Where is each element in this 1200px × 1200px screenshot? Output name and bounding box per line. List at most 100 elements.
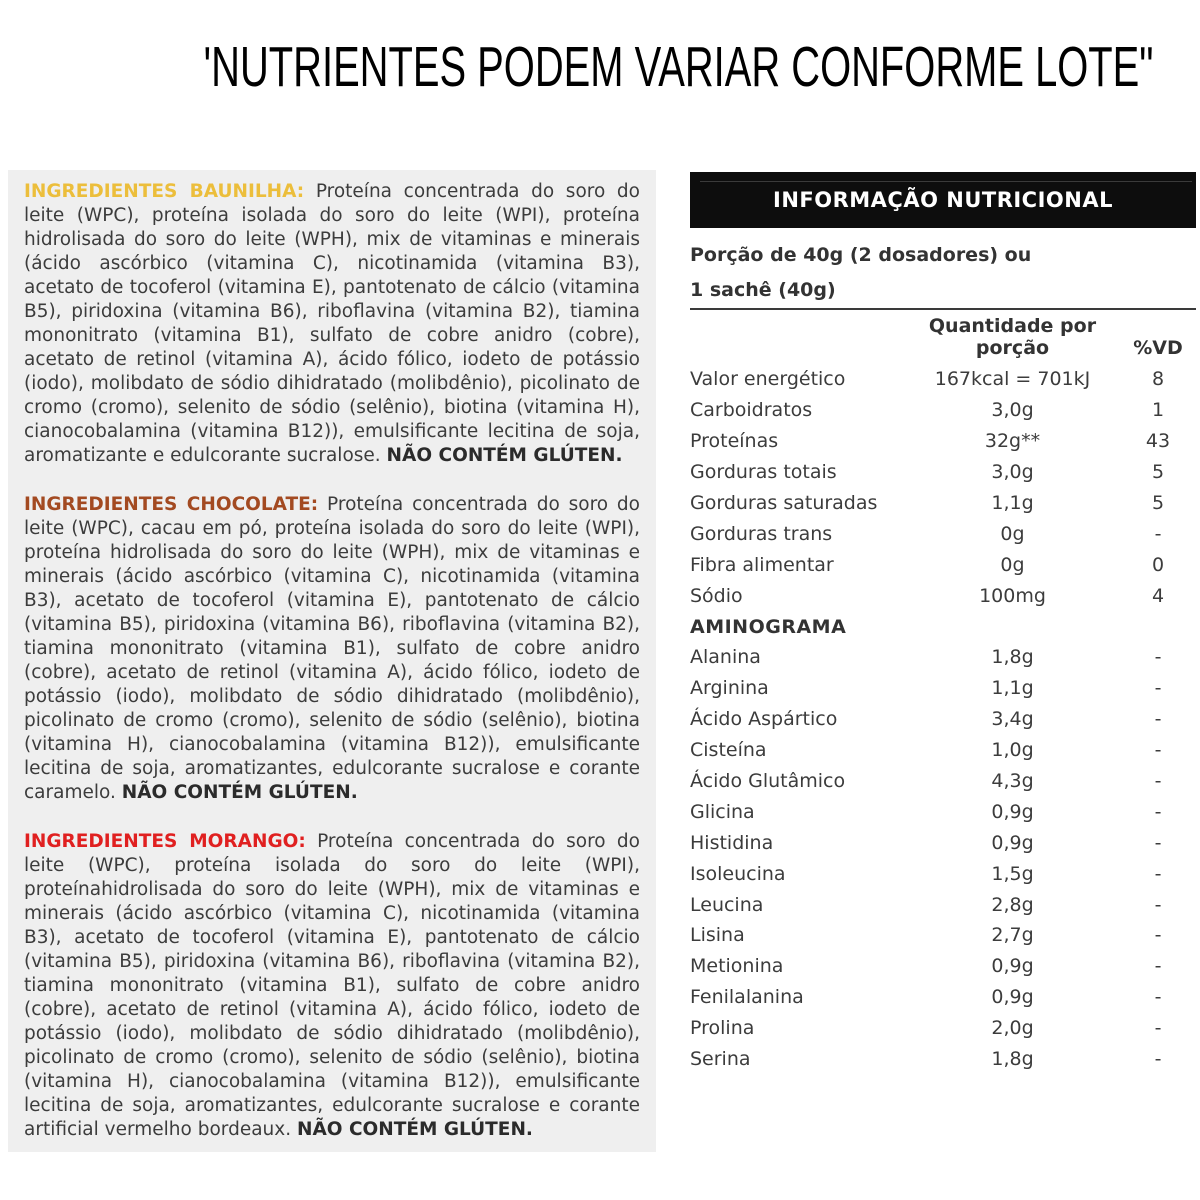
nutrition-cell-label: Valor energético: [690, 368, 846, 391]
nutrition-cell-label: Proteínas: [690, 430, 779, 453]
nutrition-cell-vd: 43: [1145, 430, 1171, 453]
nutrition-cell-vd: 5: [1151, 461, 1165, 484]
ingredient-paragraph-header: INGREDIENTES BAUNILHA:: [24, 181, 305, 202]
nutrition-cell-vd: -: [1154, 677, 1162, 700]
nutrition-cell-label: Metionina: [690, 955, 784, 978]
nutrition-table: INFORMAÇÃO NUTRICIONAL Porção de 40g (2 …: [690, 172, 1196, 1074]
ingredient-paragraph-gluten-note: NÃO CONTÉM GLÚTEN.: [121, 782, 358, 803]
nutrition-cell-qty: 100mg: [979, 584, 1046, 607]
nutrition-row: Glicina 0,9g -: [690, 796, 1196, 827]
nutrition-cell-qty: 1,8g: [991, 1048, 1034, 1071]
nutrition-cell-label: Leucina: [690, 893, 764, 916]
nutrition-cell-vd: -: [1154, 770, 1162, 793]
nutrition-cell-label: Histidina: [690, 831, 774, 854]
nutrition-cell-label: Gorduras saturadas: [690, 492, 878, 514]
page-title: 'NUTRIENTES PODEM VARIAR CONFORME LOTE": [0, 34, 1200, 100]
nutrition-cell-qty: 1,1g: [991, 492, 1034, 514]
nutrition-row: Arginina 1,1g -: [690, 673, 1196, 704]
nutrition-row: Sódio 100mg 4: [690, 580, 1196, 611]
nutrition-cell-label: Isoleucina: [690, 862, 786, 885]
ingredient-paragraph-body: Proteína concentrada do soro do leite (W…: [24, 181, 640, 466]
nutrition-cell-vd: -: [1154, 522, 1162, 545]
nutrition-cell-label: Glicina: [690, 800, 755, 823]
column-header-quantity: Quantidade por porção: [928, 315, 1097, 359]
nutrition-cell-label: Fenilalanina: [690, 986, 804, 1009]
nutrition-row: Ácido Glutâmico 4,3g -: [690, 766, 1196, 797]
nutrition-cell-label: Carboidratos: [690, 399, 813, 422]
nutrition-cell-qty: 2,0g: [991, 1017, 1034, 1040]
ingredient-paragraph-body: Proteína concentrada do soro do leite (W…: [24, 494, 640, 803]
nutrition-table-title: INFORMAÇÃO NUTRICIONAL: [690, 172, 1196, 228]
nutrition-cell-qty: 0,9g: [991, 955, 1034, 978]
nutrition-row: Ácido Aspártico 3,4g -: [690, 704, 1196, 735]
ingredient-paragraph-header: INGREDIENTES MORANGO:: [24, 831, 306, 852]
nutrition-cell-qty: 167kcal = 701kJ: [934, 368, 1091, 391]
nutrition-row: Alanina 1,8g -: [690, 642, 1196, 673]
nutrition-cell-qty: 3,0g: [991, 399, 1034, 422]
ingredient-paragraph-3: INGREDIENTES MORANGO: Proteína concentra…: [24, 830, 640, 1142]
nutrition-cell-vd: -: [1154, 800, 1162, 823]
nutrition-cell-vd: -: [1154, 862, 1162, 885]
nutrition-row: Prolina 2,0g -: [690, 1013, 1196, 1044]
nutrition-cell-label: Ácido Aspártico: [690, 708, 838, 731]
ingredient-paragraph-gluten-note: NÃO CONTÉM GLÚTEN.: [296, 1119, 533, 1140]
nutrition-cell-vd: -: [1154, 1017, 1162, 1040]
nutrition-cell-qty: 0,9g: [991, 831, 1034, 854]
nutrition-row: Fibra alimentar 0g 0: [690, 549, 1196, 580]
ingredient-paragraph-body: Proteína concentrada do soro do leite (W…: [24, 831, 640, 1140]
portion-line-1: Porção de 40g (2 dosadores) ou: [690, 244, 1032, 266]
nutrition-cell-vd: 5: [1151, 492, 1165, 514]
nutrition-cell-qty: 1,0g: [991, 739, 1034, 762]
nutrition-row: Gorduras trans 0g -: [690, 518, 1196, 549]
nutrition-cell-vd: 8: [1151, 368, 1165, 391]
portion-line-2: 1 sachê (40g): [690, 279, 1196, 310]
nutrition-cell-vd: -: [1154, 646, 1162, 669]
nutrition-cell-qty: 0g: [1000, 522, 1025, 545]
nutrition-row: Proteínas 32g** 43: [690, 426, 1196, 457]
nutrition-cell-vd: -: [1154, 708, 1162, 731]
nutrition-row: Isoleucina 1,5g -: [690, 858, 1196, 889]
nutrition-cell-qty: 1,5g: [991, 862, 1034, 885]
nutrition-cell-vd: -: [1154, 893, 1162, 916]
nutrition-row: Valor energético 167kcal = 701kJ 8: [690, 364, 1196, 395]
nutrition-cell-qty: 4,3g: [991, 770, 1034, 793]
nutrition-cell-vd: 4: [1151, 584, 1165, 607]
nutrition-cell-qty: 1,8g: [991, 646, 1034, 669]
column-header-vd: %VD: [1133, 337, 1183, 359]
nutrition-row: Metionina 0,9g -: [690, 951, 1196, 982]
nutrition-column-headers: Quantidade por porção %VD: [690, 315, 1196, 359]
nutrition-cell-label: Gorduras trans: [690, 522, 833, 545]
nutrition-cell-vd: -: [1154, 1048, 1162, 1071]
nutrition-row: Gorduras saturadas 1,1g 5: [690, 488, 1196, 519]
nutrition-cell-label: Serina: [690, 1048, 751, 1071]
nutrition-cell-label: Fibra alimentar: [690, 553, 834, 576]
nutrition-row: Histidina 0,9g -: [690, 827, 1196, 858]
ingredient-paragraph-header: INGREDIENTES CHOCOLATE:: [24, 494, 319, 515]
ingredients-panel: INGREDIENTES BAUNILHA: Proteína concentr…: [8, 170, 656, 1152]
nutrition-cell-label: Alanina: [690, 646, 761, 669]
nutrition-cell-qty: 0g: [1000, 553, 1025, 576]
nutrition-cell-qty: 3,0g: [991, 461, 1034, 484]
nutrition-cell-vd: -: [1154, 955, 1162, 978]
nutrition-cell-qty: 32g**: [984, 430, 1041, 453]
nutrition-cell-label: Lisina: [690, 924, 745, 947]
ingredient-paragraph-1: INGREDIENTES BAUNILHA: Proteína concentr…: [24, 180, 640, 468]
nutrition-cell-qty: 0,9g: [991, 800, 1034, 823]
nutrition-row: Leucina 2,8g -: [690, 889, 1196, 920]
nutrition-cell-vd: -: [1154, 739, 1162, 762]
page-title-text: 'NUTRIENTES PODEM VARIAR CONFORME LOTE": [203, 35, 1154, 99]
nutrition-row: Gorduras totais 3,0g 5: [690, 457, 1196, 488]
nutrition-cell-label: Ácido Glutâmico: [690, 770, 846, 793]
nutrition-rows: Valor energético 167kcal = 701kJ 8 Carboidr…: [690, 364, 1196, 1074]
nutrition-row: Fenilalanina 0,9g -: [690, 982, 1196, 1013]
nutrition-cell-vd: -: [1154, 831, 1162, 854]
nutrition-cell-label: Gorduras totais: [690, 461, 837, 484]
nutrition-cell-vd: -: [1154, 924, 1162, 947]
nutrition-section-header: AMINOGRAMA: [690, 611, 1196, 642]
nutrition-cell-qty: 3,4g: [991, 708, 1034, 731]
nutrition-row: Carboidratos 3,0g 1: [690, 395, 1196, 426]
ingredient-paragraph-gluten-note: NÃO CONTÉM GLÚTEN.: [386, 445, 623, 466]
nutrition-cell-vd: 1: [1151, 399, 1165, 422]
nutrition-row: Lisina 2,7g -: [690, 920, 1196, 951]
nutrition-cell-label: Arginina: [690, 677, 769, 700]
